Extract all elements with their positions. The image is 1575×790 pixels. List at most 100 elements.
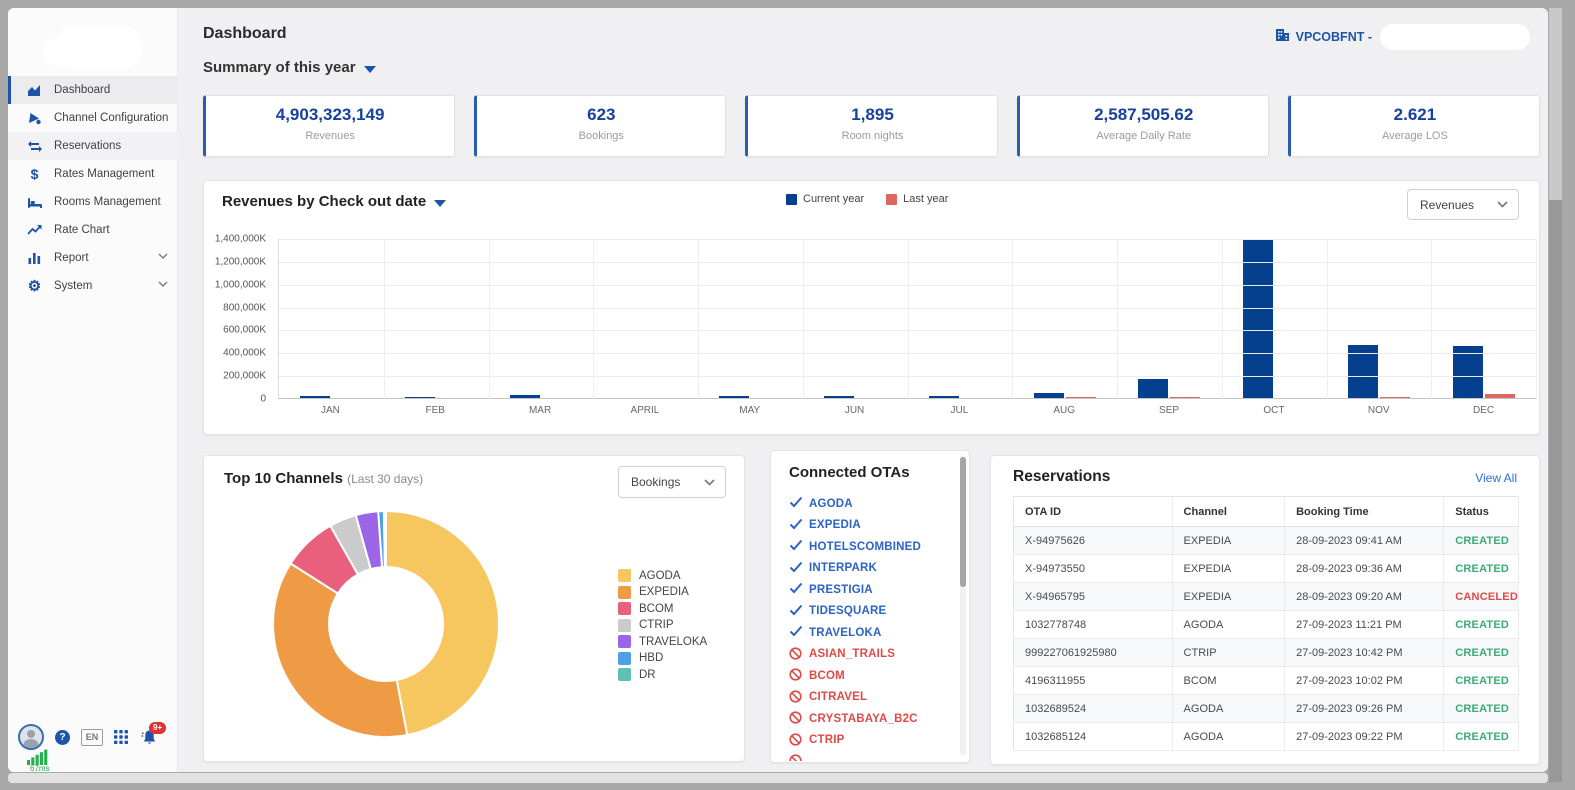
notifications-bell-icon[interactable]: 9+ <box>141 721 167 746</box>
bar-current-year-aug <box>1033 392 1064 399</box>
sidebar-item-reservations[interactable]: Reservations <box>8 132 178 160</box>
area-chart-icon <box>26 82 43 99</box>
channels-metric-dropdown[interactable]: Bookings <box>618 466 726 498</box>
reservation-ota-id[interactable]: 4196311955 <box>1013 666 1173 695</box>
apps-grid-icon[interactable] <box>114 729 129 745</box>
y-axis-tick: 0 <box>260 393 266 405</box>
legend-label: TRAVELOKA <box>639 635 708 648</box>
x-axis-label: JUN <box>844 405 865 416</box>
reservation-row[interactable]: 4196311955 BCOM 27-09-2023 10:02 PM CREATED <box>1013 666 1519 695</box>
kpi-label: Room nights <box>841 130 904 142</box>
ota-item-hotelscombined[interactable]: HOTELSCOMBINED <box>789 536 949 558</box>
period-selector[interactable]: Summary of this year <box>203 59 376 76</box>
bar-chart-icon <box>26 250 43 267</box>
x-axis-label: MAY <box>739 405 761 416</box>
reservations-table: OTA ID Channel Booking Time Status X-949756… <box>1013 496 1519 751</box>
bar-group-jul <box>908 239 1013 399</box>
ota-item-expedia[interactable]: EXPEDIA <box>789 515 949 537</box>
otas-scrollbar-thumb[interactable] <box>960 457 966 587</box>
reservation-ota-id[interactable]: 1032778748 <box>1013 610 1173 639</box>
main-content: Dashboard VPCOBFNT - Summary of this yea… <box>178 8 1548 772</box>
x-axis-label: AUG <box>1053 405 1076 416</box>
property-name-redacted <box>1380 24 1530 50</box>
help-icon[interactable]: ? <box>55 729 70 745</box>
channel-config-icon <box>26 110 43 127</box>
chart-title-dropdown[interactable]: Revenues by Check out date <box>222 193 447 210</box>
ota-item-ctrip[interactable]: CTRIP <box>789 730 949 752</box>
legend-label: DR <box>639 668 656 681</box>
ota-item-asian-trails[interactable]: ASIAN_TRAILS <box>789 644 949 666</box>
reservation-ota-id[interactable]: X-94975626 <box>1013 526 1173 555</box>
gridline <box>1326 239 1328 399</box>
top-channels-title: Top 10 Channels (Last 30 days) <box>224 470 423 487</box>
sidebar-item-rate-chart[interactable]: Rate Chart <box>8 216 178 244</box>
x-axis-labels: JAN FEB MAR APRIL MAY JUN JUL AUG SEP OCT NOV DEC <box>278 405 1536 416</box>
view-all-link[interactable]: View All <box>1475 471 1517 485</box>
kpi-row: 4,903,323,149 Revenues 623 Bookings 1,895 Roo… <box>203 95 1541 157</box>
ota-item-crystabaya-b2c[interactable]: CRYSTABAYA_B2C <box>789 708 949 730</box>
bar-current-year-sep <box>1138 379 1169 399</box>
bar-current-year-dec <box>1452 345 1483 399</box>
reservation-channel: EXPEDIA <box>1172 582 1286 611</box>
ota-label: AGODA <box>809 497 853 510</box>
reservation-row[interactable]: 999227061925980 CTRIP 27-09-2023 10:42 PM C… <box>1013 638 1519 667</box>
sidebar-item-system[interactable]: ⚙ System <box>8 272 178 300</box>
vertical-scrollbar-thumb[interactable] <box>1549 200 1562 782</box>
ota-item-bcom[interactable]: BCOM <box>789 665 949 687</box>
ota-item-citravel[interactable]: CITRAVEL <box>789 687 949 709</box>
ota-item-agoda[interactable]: AGODA <box>789 493 949 515</box>
x-axis-label: OCT <box>1263 405 1285 416</box>
property-selector[interactable]: VPCOBFNT - <box>1275 24 1530 50</box>
reservation-status: CREATED <box>1443 694 1519 723</box>
metric-dropdown[interactable]: Revenues <box>1407 189 1519 220</box>
period-selector-label: Summary of this year <box>203 59 356 76</box>
ota-item-prestigia[interactable]: PRESTIGIA <box>789 579 949 601</box>
trending-up-icon <box>26 222 43 239</box>
reservation-row[interactable]: 1032689524 AGODA 27-09-2023 09:26 PM CREATE… <box>1013 694 1519 723</box>
sidebar-item-report[interactable]: Report <box>8 244 178 272</box>
sidebar-item-rates-management[interactable]: $ Rates Management <box>8 160 178 188</box>
ota-item-traveloka[interactable]: TRAVELOKA <box>789 622 949 644</box>
check-icon <box>789 518 803 530</box>
connected-otas-card: Connected OTAs AGODA EXPEDIA HOTELSCOMBINE… <box>770 450 970 763</box>
avatar[interactable] <box>18 724 44 750</box>
column-header-ota-id: OTA ID <box>1013 496 1173 527</box>
reservation-ota-id[interactable]: 999227061925980 <box>1013 638 1173 667</box>
reservation-row[interactable]: X-94965795 EXPEDIA 28-09-2023 09:20 AM CANC… <box>1013 582 1519 611</box>
ota-label: CITRAVEL <box>809 691 868 704</box>
metric-dropdown-value: Revenues <box>1420 197 1475 212</box>
reservation-ota-id[interactable]: X-94965795 <box>1013 582 1173 611</box>
reservation-booking-time: 28-09-2023 09:41 AM <box>1284 526 1445 555</box>
property-code: VPCOBFNT - <box>1295 30 1372 44</box>
ota-label: PRESTIGIA <box>809 583 873 596</box>
ota-item-interpark[interactable]: INTERPARK <box>789 558 949 580</box>
sidebar-item-dashboard[interactable]: Dashboard <box>8 76 178 104</box>
reservation-row[interactable]: 1032685124 AGODA 27-09-2023 09:22 PM CREATE… <box>1013 722 1519 751</box>
sidebar-item-rooms-management[interactable]: Rooms Management <box>8 188 178 216</box>
legend-swatch <box>618 585 631 599</box>
bar-group-feb <box>384 239 489 399</box>
reservation-row[interactable]: 1032778748 AGODA 27-09-2023 11:21 PM CREATE… <box>1013 610 1519 639</box>
y-axis-tick: 600,000K <box>223 324 266 336</box>
otas-scrollbar-track[interactable] <box>960 455 966 755</box>
reservation-ota-id[interactable]: X-94973550 <box>1013 554 1173 583</box>
ota-item-tidesquare[interactable]: TIDESQUARE <box>789 601 949 623</box>
gridline <box>488 239 490 399</box>
sidebar-item-label: Rate Chart <box>54 224 110 236</box>
reservation-ota-id[interactable]: 1032689524 <box>1013 694 1173 723</box>
horizontal-scrollbar-track[interactable] <box>8 773 1548 783</box>
bar-current-year-may <box>719 396 750 399</box>
reservation-ota-id[interactable]: 1032685124 <box>1013 722 1173 751</box>
reservation-channel: AGODA <box>1172 610 1286 639</box>
network-signal-icon[interactable]: 67ms <box>27 749 50 772</box>
reservation-row[interactable]: X-94973550 EXPEDIA 28-09-2023 09:36 AM CREA… <box>1013 554 1519 583</box>
chevron-down-icon <box>1497 201 1508 208</box>
kpi-card-average-daily-rate: 2,587,505.62 Average Daily Rate <box>1016 95 1269 157</box>
sidebar-item-channel-configuration[interactable]: Channel Configuration <box>8 104 178 132</box>
reservation-row[interactable]: X-94975626 EXPEDIA 28-09-2023 09:41 AM CREA… <box>1013 526 1519 555</box>
caret-down-icon <box>363 65 376 73</box>
reservations-card: Reservations View All OTA ID Channel Booki… <box>990 455 1540 765</box>
reservations-title: Reservations <box>1013 468 1111 485</box>
bar-group-oct <box>1222 239 1327 399</box>
language-selector[interactable]: EN <box>81 728 103 746</box>
